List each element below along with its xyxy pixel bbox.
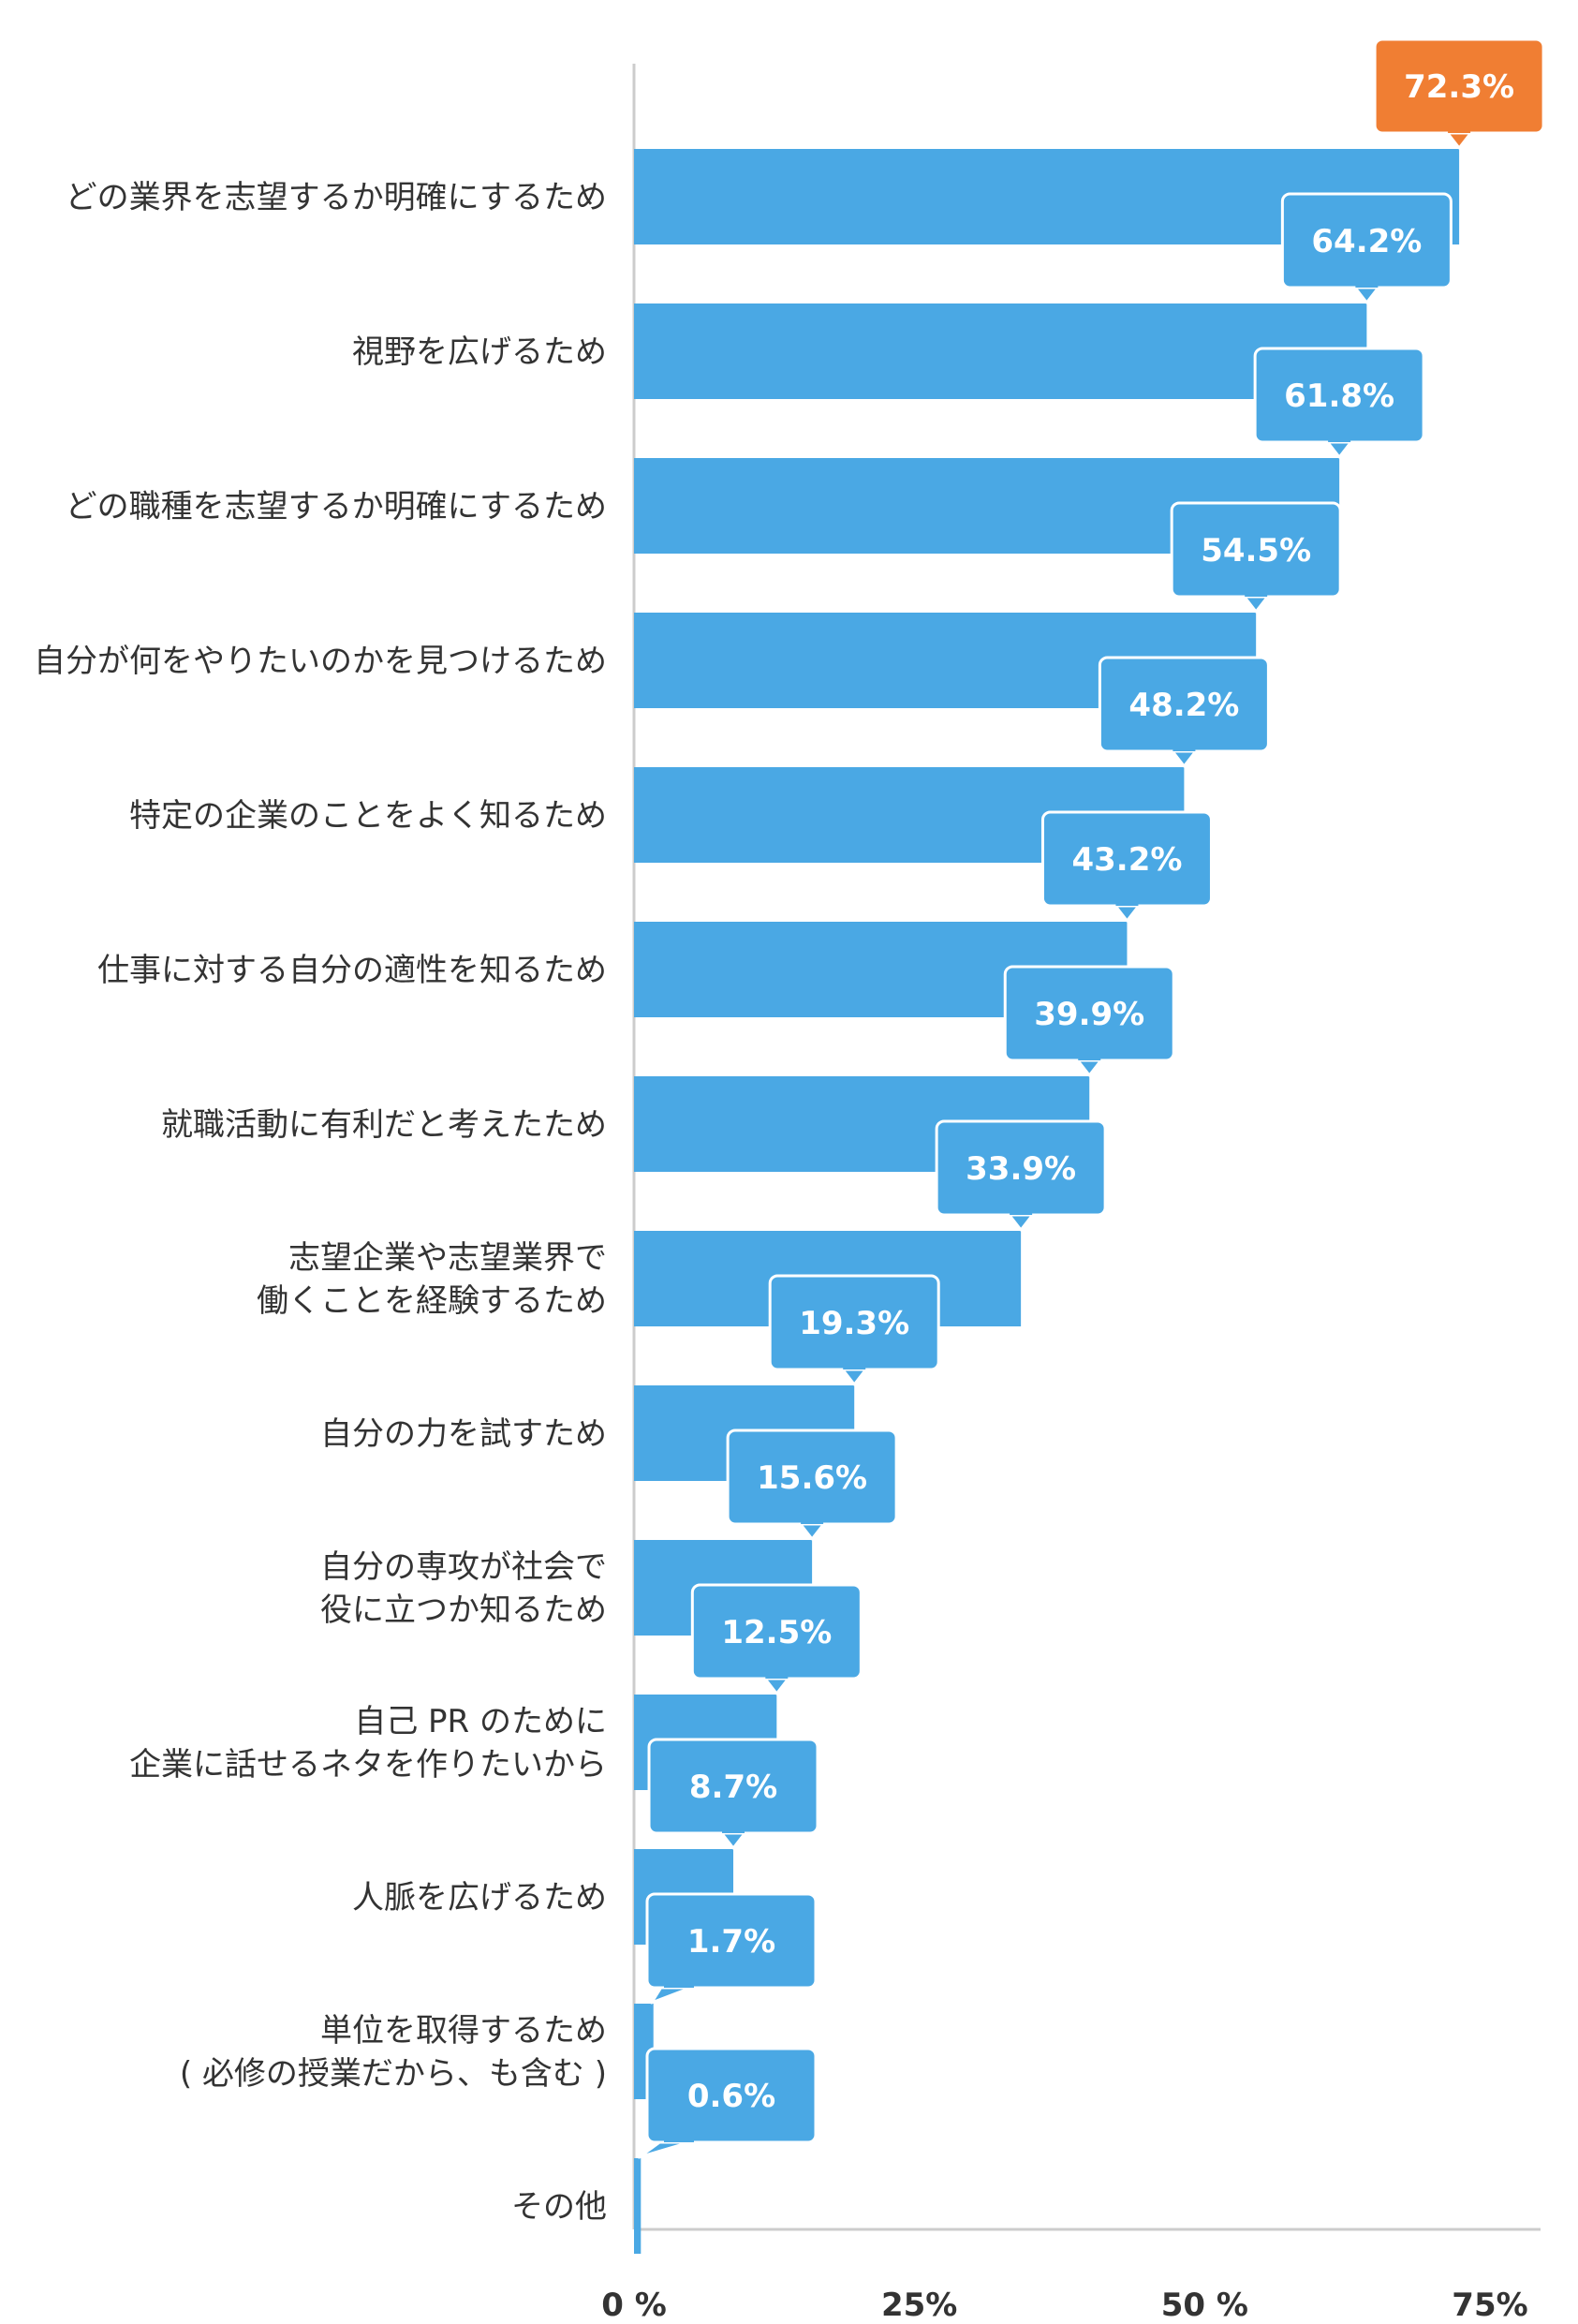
category-label: 自分が何をやりたいのかを見つけるため bbox=[34, 643, 607, 680]
value-callout: 54.5% bbox=[1170, 501, 1342, 614]
callout-seam bbox=[1078, 1055, 1101, 1060]
value-callout: 19.3% bbox=[768, 1274, 940, 1386]
value-callout: 72.3% bbox=[1373, 37, 1545, 150]
data-label: 48.2% bbox=[1128, 687, 1239, 724]
callout-box bbox=[645, 1892, 818, 1990]
x-tick-label: 0 % bbox=[601, 2287, 667, 2324]
data-label: 0.6% bbox=[687, 2078, 775, 2115]
callout-seam bbox=[1245, 591, 1268, 597]
data-label: 15.6% bbox=[757, 1459, 867, 1497]
data-label: 54.5% bbox=[1201, 532, 1311, 570]
value-callout: 0.6% bbox=[637, 2047, 818, 2159]
data-label: 72.3% bbox=[1404, 68, 1514, 106]
value-callout: 33.9% bbox=[935, 1119, 1107, 1232]
data-label: 8.7% bbox=[689, 1769, 777, 1806]
data-label: 33.9% bbox=[966, 1150, 1076, 1188]
value-callout: 39.9% bbox=[1003, 965, 1175, 1077]
category-label: 単位を取得するため( 必修の授業だから、も含む ) bbox=[180, 2012, 607, 2093]
value-callout: 61.8% bbox=[1253, 347, 1425, 459]
callout-seam bbox=[843, 1364, 866, 1369]
category-label: 自分の専攻が社会で役に立つか知るため bbox=[320, 1548, 607, 1629]
bar bbox=[634, 2158, 642, 2254]
value-callout: 1.7% bbox=[645, 1892, 818, 2005]
callout-seam bbox=[1448, 127, 1471, 133]
category-label: 志望企業や志望業界で働くことを経験するため bbox=[257, 1239, 607, 1320]
category-label: 自分の力を試すため bbox=[320, 1415, 607, 1453]
category-label: どの職種を志望するか明確にするため bbox=[66, 488, 607, 525]
data-label: 61.8% bbox=[1284, 377, 1394, 415]
callout-seam bbox=[1328, 437, 1351, 442]
x-tick-label: 25% bbox=[881, 2287, 957, 2324]
callout-seam bbox=[1115, 900, 1139, 906]
data-label: 39.9% bbox=[1034, 996, 1144, 1033]
callout-seam bbox=[664, 1982, 694, 1988]
callout-seam bbox=[1010, 1209, 1033, 1215]
category-label: 特定の企業のことをよく知るため bbox=[129, 797, 607, 835]
data-label: 1.7% bbox=[687, 1923, 775, 1961]
callout-box bbox=[645, 2047, 818, 2144]
category-label: 仕事に対する自分の適性を知るため bbox=[97, 952, 607, 989]
bar bbox=[634, 303, 1367, 399]
callout-seam bbox=[1355, 282, 1379, 288]
category-label: 視野を広げるため bbox=[352, 333, 607, 371]
category-label: 自己 PR のために企業に話せるネタを作りたいから bbox=[129, 1703, 607, 1784]
callout-seam bbox=[722, 1828, 745, 1833]
value-callout: 15.6% bbox=[726, 1428, 898, 1541]
category-label: 人脈を広げるため bbox=[352, 1879, 607, 1917]
data-label: 19.3% bbox=[799, 1305, 909, 1342]
category-label: どの業界を志望するか明確にするため bbox=[66, 179, 607, 216]
value-callout: 43.2% bbox=[1040, 810, 1213, 923]
callout-seam bbox=[664, 2137, 694, 2142]
callout-seam bbox=[1172, 746, 1196, 751]
category-label: 就職活動に有利だと考えたため bbox=[161, 1106, 607, 1144]
callout-seam bbox=[801, 1518, 824, 1524]
value-callout: 48.2% bbox=[1098, 656, 1270, 768]
data-label: 64.2% bbox=[1311, 223, 1422, 260]
value-callout: 64.2% bbox=[1280, 192, 1453, 304]
data-label: 43.2% bbox=[1071, 841, 1182, 879]
x-tick-label: 50 % bbox=[1161, 2287, 1248, 2324]
callout-seam bbox=[765, 1673, 789, 1679]
data-label: 12.5% bbox=[721, 1614, 832, 1651]
value-callout: 8.7% bbox=[647, 1738, 819, 1850]
x-tick-label: 75% bbox=[1452, 2287, 1527, 2324]
category-label: その他 bbox=[511, 2188, 607, 2226]
value-callout: 12.5% bbox=[690, 1583, 863, 1695]
